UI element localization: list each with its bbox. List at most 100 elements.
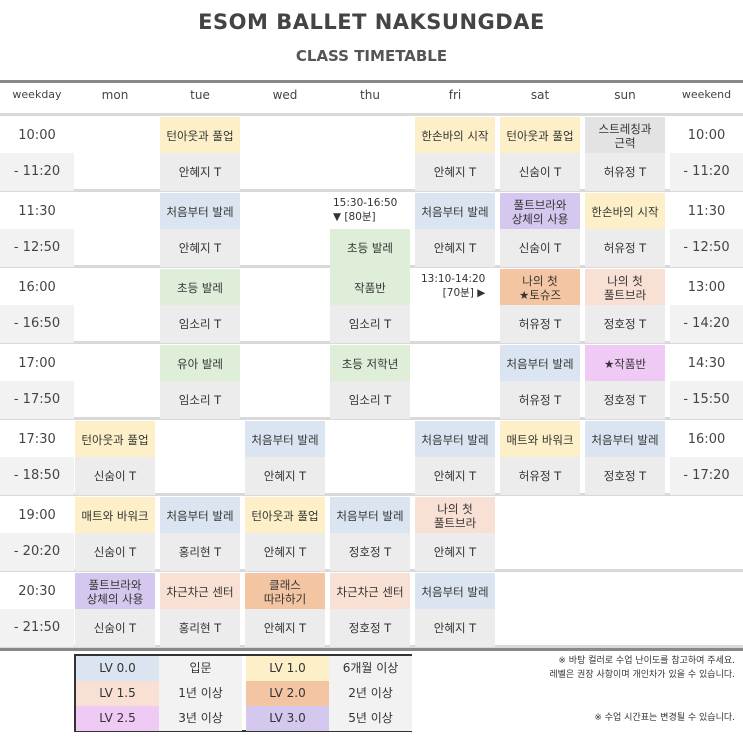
weekday-end-time: - 12:50 <box>0 229 74 267</box>
column-header-sun: sun <box>614 88 636 102</box>
class-teacher-sun: 정호정 T <box>585 305 665 343</box>
column-header-tue: tue <box>190 88 210 102</box>
weekend-start-time: 14:30 <box>687 356 726 371</box>
class-teacher-sat: 신숨이 T <box>500 229 580 267</box>
class-name-wed[interactable]: 턴아웃과 풀업 <box>245 497 325 535</box>
class-name-sat[interactable]: 턴아웃과 풀업 <box>500 117 580 155</box>
row-divider <box>0 493 743 496</box>
class-teacher-tue: 홍리현 T <box>160 609 240 647</box>
class-name-tue[interactable]: 턴아웃과 풀업 <box>160 117 240 155</box>
weekend-end-time: - 12:50 <box>670 229 743 267</box>
class-teacher-thu: 임소리 T <box>330 381 410 419</box>
weekend-start-time: 13:00 <box>687 280 726 295</box>
class-teacher-thu: 정호정 T <box>330 533 410 571</box>
weekday-start-time: 20:30 <box>18 584 56 599</box>
level-legend: LV 0.0 입문 LV 1.0 6개월 이상 LV 1.5 1년 이상 LV 2.0 2년 … <box>74 654 412 732</box>
column-header-weekday: weekday <box>12 88 62 101</box>
weekday-end-time: - 16:50 <box>0 305 74 343</box>
class-teacher-fri: 안혜지 T <box>415 457 495 495</box>
row-divider <box>0 113 743 116</box>
legend-level: LV 2.0 <box>246 681 329 706</box>
class-name-thu[interactable]: 작품반 <box>330 269 410 307</box>
class-name-sun[interactable]: 처음부터 발레 <box>585 421 665 459</box>
class-name-tue[interactable]: 초등 발레 <box>160 269 240 307</box>
weekday-start-time: 10:00 <box>18 128 56 143</box>
header-divider <box>0 80 743 83</box>
column-header-wed: wed <box>272 88 298 102</box>
class-name-tue[interactable]: 차근차근 센터 <box>160 573 240 611</box>
weekday-end-time: - 17:50 <box>0 381 74 419</box>
class-name-sun[interactable]: 나의 첫 풀트브라 <box>585 269 665 307</box>
class-name-thu[interactable]: 차근차근 센터 <box>330 573 410 611</box>
legend-level: LV 2.5 <box>76 706 159 731</box>
class-teacher-sun: 허유정 T <box>585 153 665 191</box>
column-header-weekend: weekend <box>681 88 732 101</box>
class-teacher-sat: 허유정 T <box>500 381 580 419</box>
class-name-mon[interactable]: 매트와 바워크 <box>75 497 155 535</box>
class-name-sat[interactable]: 풀트브라와 상체의 사용 <box>500 193 580 231</box>
class-name-tue[interactable]: 처음부터 발레 <box>160 497 240 535</box>
column-header-fri: fri <box>448 88 462 102</box>
class-name-tue[interactable]: 처음부터 발레 <box>160 193 240 231</box>
class-teacher-wed: 안혜지 T <box>245 609 325 647</box>
weekday-end-time: - 21:50 <box>0 609 74 647</box>
class-name-sat[interactable]: 처음부터 발레 <box>500 345 580 383</box>
class-teacher-sun: 정호정 T <box>585 457 665 495</box>
class-teacher-thu: 정호정 T <box>330 609 410 647</box>
class-name-fri[interactable]: 처음부터 발레 <box>415 193 495 231</box>
color-note: ※ 바탕 컬러로 수업 난이도를 참고하여 주세요. 레벨은 권장 사항이며 개… <box>549 655 735 682</box>
class-name-tue[interactable]: 유아 발레 <box>160 345 240 383</box>
column-header-thu: thu <box>360 88 380 102</box>
legend-description: 2년 이상 <box>329 681 412 706</box>
class-name-thu[interactable]: 초등 저학년 <box>330 345 410 383</box>
class-teacher-mon: 신숨이 T <box>75 457 155 495</box>
timetable-subtitle: CLASS TIMETABLE <box>295 47 448 65</box>
class-teacher-sat: 신숨이 T <box>500 153 580 191</box>
class-teacher-sun: 정호정 T <box>585 381 665 419</box>
color-note-line-1: ※ 바탕 컬러로 수업 난이도를 참고하여 주세요. <box>558 656 735 666</box>
timetable-title: ESOM BALLET NAKSUNGDAE <box>198 10 545 34</box>
legend-level: LV 3.0 <box>246 706 329 731</box>
class-teacher-tue: 안혜지 T <box>160 153 240 191</box>
weekend-end-time: - 17:20 <box>670 457 743 495</box>
footer-divider <box>0 648 743 651</box>
class-name-fri[interactable]: 처음부터 발레 <box>415 421 495 459</box>
class-name-fri[interactable]: 처음부터 발레 <box>415 573 495 611</box>
class-name-wed[interactable]: 처음부터 발레 <box>245 421 325 459</box>
legend-level: LV 1.0 <box>246 656 329 681</box>
class-name-sun[interactable]: ★작품반 <box>585 345 665 383</box>
class-fill <box>330 265 410 269</box>
class-name-sun[interactable]: 한손바의 시작 <box>585 193 665 231</box>
class-name-thu[interactable]: 처음부터 발레 <box>330 497 410 535</box>
class-teacher-fri: 안혜지 T <box>415 229 495 267</box>
class-teacher-tue: 안혜지 T <box>160 229 240 267</box>
class-name-thu[interactable]: 초등 발레 <box>330 229 410 267</box>
legend-description: 입문 <box>159 656 242 681</box>
legend-description: 3년 이상 <box>159 706 242 731</box>
class-teacher-fri: 안혜지 T <box>415 533 495 571</box>
weekend-start-time: 11:30 <box>687 204 726 219</box>
weekend-end-time: - 11:20 <box>670 153 743 191</box>
class-name-sun[interactable]: 스트레칭과 근력 <box>585 117 665 155</box>
weekend-start-time: 10:00 <box>687 128 726 143</box>
class-name-sat[interactable]: 나의 첫 ★토슈즈 <box>500 269 580 307</box>
class-name-fri[interactable]: 나의 첫 풀트브라 <box>415 497 495 535</box>
class-name-mon[interactable]: 턴아웃과 풀업 <box>75 421 155 459</box>
legend-description: 6개월 이상 <box>329 656 412 681</box>
weekday-start-time: 19:00 <box>18 508 56 523</box>
class-name-fri[interactable]: 한손바의 시작 <box>415 117 495 155</box>
column-header-sat: sat <box>530 88 550 102</box>
class-name-wed[interactable]: 클래스 따라하기 <box>245 573 325 611</box>
weekend-end-time: - 15:50 <box>670 381 743 419</box>
legend-description: 5년 이상 <box>329 706 412 731</box>
class-name-sat[interactable]: 매트와 바워크 <box>500 421 580 459</box>
class-teacher-sat: 허유정 T <box>500 457 580 495</box>
class-teacher-wed: 안혜지 T <box>245 533 325 571</box>
row-divider <box>0 189 743 192</box>
class-teacher-sun: 허유정 T <box>585 229 665 267</box>
schedule-note: ※ 수업 시간표는 변경될 수 있습니다. <box>594 713 735 723</box>
class-name-mon[interactable]: 풀트브라와 상체의 사용 <box>75 573 155 611</box>
weekend-start-time: 16:00 <box>687 432 726 447</box>
color-note-line-2: 레벨은 권장 사항이며 개인차가 있을 수 있습니다. <box>549 669 735 680</box>
weekend-end-time: - 14:20 <box>670 305 743 343</box>
